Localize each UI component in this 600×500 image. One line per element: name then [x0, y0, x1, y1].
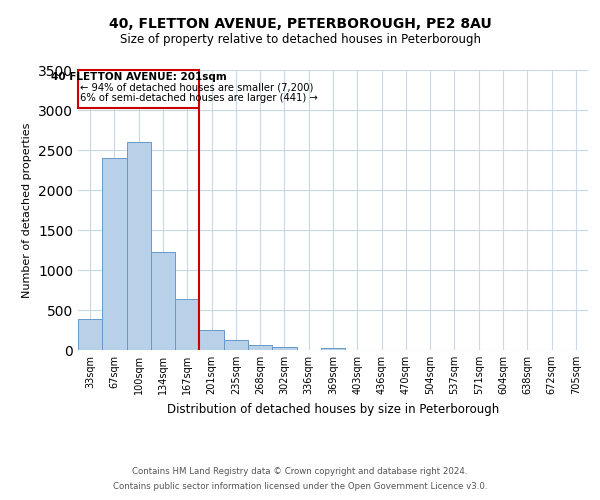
- Text: 40 FLETTON AVENUE: 201sqm: 40 FLETTON AVENUE: 201sqm: [51, 72, 227, 83]
- Bar: [102, 158, 127, 350]
- Bar: [127, 142, 151, 350]
- Text: Size of property relative to detached houses in Peterborough: Size of property relative to detached ho…: [119, 32, 481, 46]
- Text: ← 94% of detached houses are smaller (7,200): ← 94% of detached houses are smaller (7,…: [80, 82, 314, 92]
- Bar: [151, 252, 175, 350]
- Bar: [78, 319, 102, 350]
- Bar: [248, 345, 272, 350]
- Text: 40, FLETTON AVENUE, PETERBOROUGH, PE2 8AU: 40, FLETTON AVENUE, PETERBOROUGH, PE2 8A…: [109, 18, 491, 32]
- Y-axis label: Number of detached properties: Number of detached properties: [22, 122, 32, 298]
- Bar: [199, 330, 224, 350]
- X-axis label: Distribution of detached houses by size in Peterborough: Distribution of detached houses by size …: [167, 402, 499, 415]
- Text: Contains HM Land Registry data © Crown copyright and database right 2024.: Contains HM Land Registry data © Crown c…: [132, 467, 468, 476]
- FancyBboxPatch shape: [78, 70, 199, 108]
- Text: 6% of semi-detached houses are larger (441) →: 6% of semi-detached houses are larger (4…: [80, 93, 318, 103]
- Bar: [272, 347, 296, 350]
- Bar: [175, 299, 199, 350]
- Bar: [321, 348, 345, 350]
- Text: Contains public sector information licensed under the Open Government Licence v3: Contains public sector information licen…: [113, 482, 487, 491]
- Bar: [224, 340, 248, 350]
